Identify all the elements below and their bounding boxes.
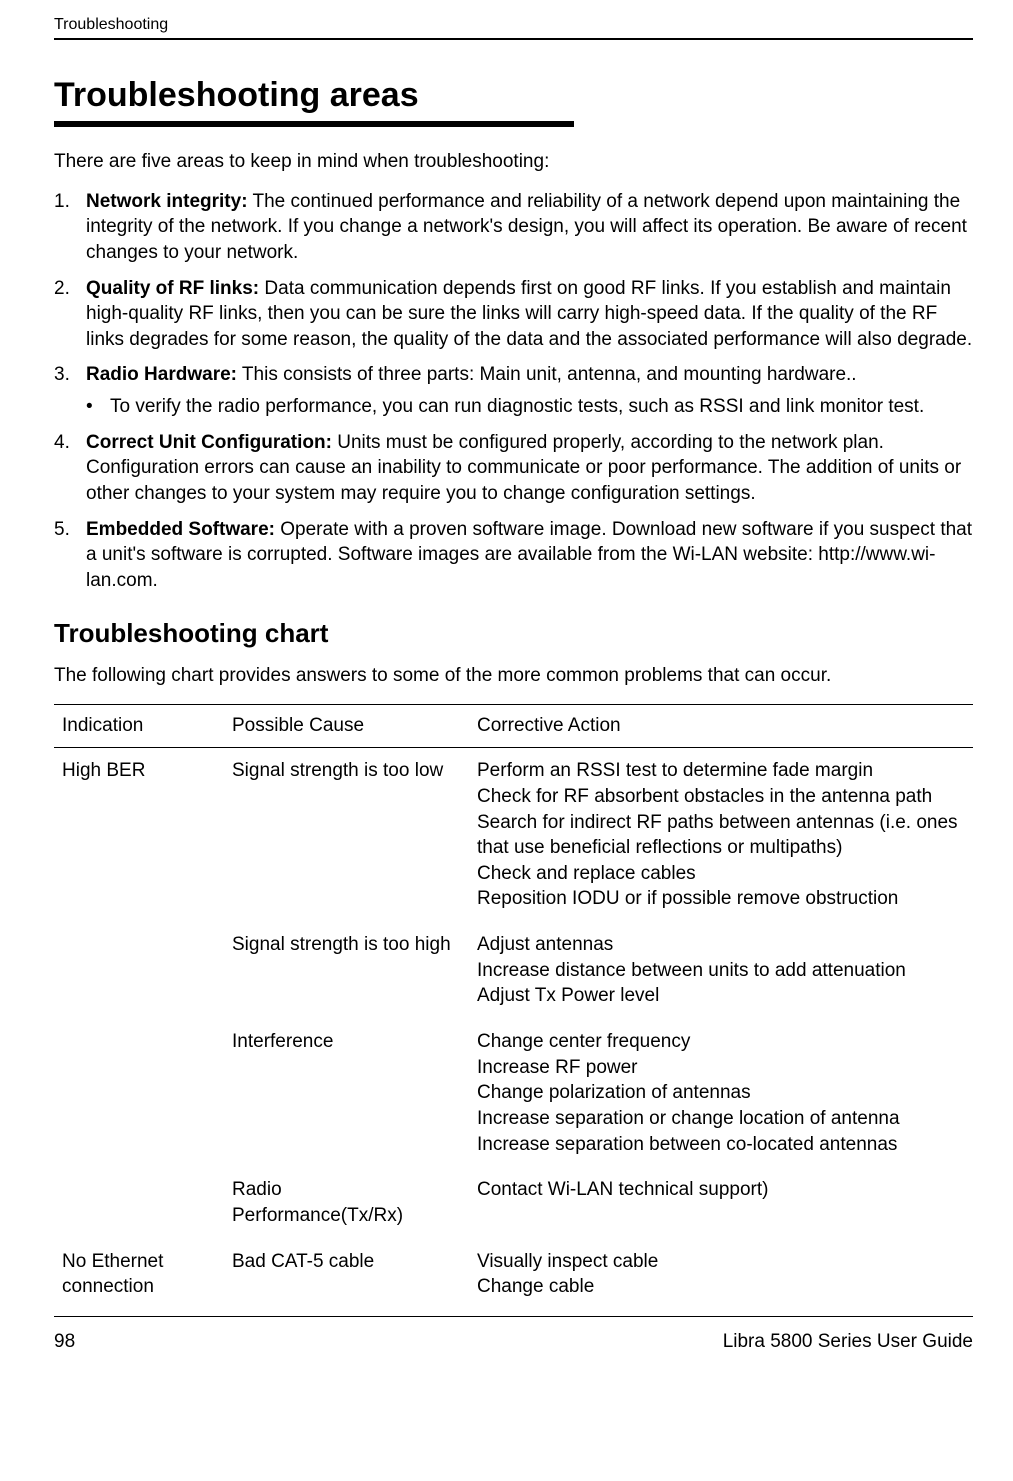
list-bold: Radio Hardware: <box>86 364 237 385</box>
cell-cause: Signal strength is too low <box>224 748 469 922</box>
list-number: 3. <box>54 362 70 388</box>
cell-action: Perform an RSSI test to determine fade m… <box>469 748 973 922</box>
table-row: Interference Change center frequencyIncr… <box>54 1019 973 1167</box>
list-number: 5. <box>54 517 70 543</box>
cell-indication: No Ethernet connection <box>54 1239 224 1310</box>
cell-indication: High BER <box>54 748 224 922</box>
list-bold: Correct Unit Configuration: <box>86 432 332 453</box>
footer-rule <box>54 1316 973 1317</box>
sub-list: To verify the radio performance, you can… <box>86 394 973 420</box>
list-item: 5. Embedded Software: Operate with a pro… <box>54 517 973 594</box>
table-row: No Ethernet connection Bad CAT-5 cable V… <box>54 1239 973 1310</box>
doc-title: Libra 5800 Series User Guide <box>723 1331 973 1353</box>
section-title-rule <box>54 121 574 127</box>
list-number: 2. <box>54 276 70 302</box>
page: Troubleshooting Troubleshooting areas Th… <box>0 0 1013 1481</box>
section-intro: There are five areas to keep in mind whe… <box>54 149 973 175</box>
cell-cause: Signal strength is too high <box>224 922 469 1019</box>
cell-action: Adjust antennasIncrease distance between… <box>469 922 973 1019</box>
list-bold: Quality of RF links: <box>86 278 259 299</box>
troubleshooting-table: Indication Possible Cause Corrective Act… <box>54 704 973 1310</box>
col-action: Corrective Action <box>469 705 973 748</box>
list-item: 3. Radio Hardware: This consists of thre… <box>54 362 973 419</box>
list-text: This consists of three parts: Main unit,… <box>237 364 857 385</box>
chart-intro: The following chart provides answers to … <box>54 663 973 689</box>
footer: 98 Libra 5800 Series User Guide <box>54 1331 973 1353</box>
sub-list-item: To verify the radio performance, you can… <box>86 394 973 420</box>
cell-cause: Bad CAT-5 cable <box>224 1239 469 1310</box>
area-list: 1. Network integrity: The continued perf… <box>54 189 973 594</box>
cell-indication <box>54 922 224 1019</box>
col-cause: Possible Cause <box>224 705 469 748</box>
section-title: Troubleshooting areas <box>54 76 973 115</box>
list-number: 1. <box>54 189 70 215</box>
cell-indication <box>54 1167 224 1238</box>
list-item: 1. Network integrity: The continued perf… <box>54 189 973 266</box>
cell-indication <box>54 1019 224 1167</box>
list-number: 4. <box>54 430 70 456</box>
list-item: 2. Quality of RF links: Data communicati… <box>54 276 973 353</box>
chart-title: Troubleshooting chart <box>54 618 973 649</box>
table-row: Signal strength is too high Adjust anten… <box>54 922 973 1019</box>
cell-cause: Interference <box>224 1019 469 1167</box>
cell-cause: Radio Performance(Tx/Rx) <box>224 1167 469 1238</box>
table-row: Radio Performance(Tx/Rx) Contact Wi-LAN … <box>54 1167 973 1238</box>
table-row: High BER Signal strength is too low Perf… <box>54 748 973 922</box>
cell-action: Visually inspect cableChange cable <box>469 1239 973 1310</box>
cell-action: Contact Wi-LAN technical support) <box>469 1167 973 1238</box>
cell-action: Change center frequencyIncrease RF power… <box>469 1019 973 1167</box>
list-bold: Network integrity: <box>86 191 248 212</box>
list-bold: Embedded Software: <box>86 519 275 540</box>
table-header-row: Indication Possible Cause Corrective Act… <box>54 705 973 748</box>
page-number: 98 <box>54 1331 75 1353</box>
running-header: Troubleshooting <box>54 16 973 40</box>
list-item: 4. Correct Unit Configuration: Units mus… <box>54 430 973 507</box>
col-indication: Indication <box>54 705 224 748</box>
